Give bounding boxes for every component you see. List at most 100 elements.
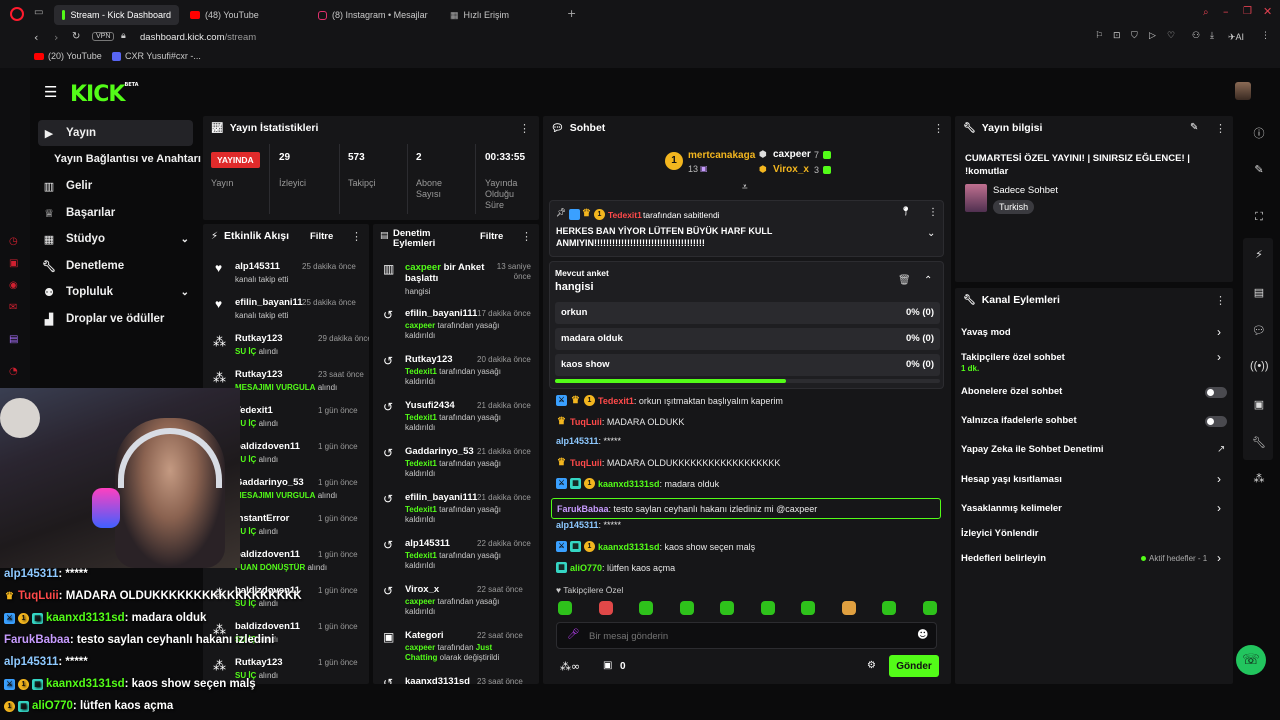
- top-gifter-name[interactable]: mertcanakaga: [688, 150, 756, 161]
- pencil-icon[interactable]: ✎: [1254, 164, 1264, 176]
- category-thumbnail[interactable]: [965, 184, 987, 212]
- chevron-right-icon[interactable]: ›: [1217, 472, 1221, 486]
- channel-action-label[interactable]: Yapay Zeka ile Sohbet Denetimi: [961, 444, 1104, 455]
- tab-speed-dial[interactable]: ▦ Hızlı Erişim: [442, 5, 562, 25]
- chat-message[interactable]: ⚔ ▦ 1 kaanxd3131sd: madara olduk: [556, 478, 719, 489]
- bookmark-youtube[interactable]: (20) YouTube: [34, 51, 102, 61]
- emote-icon[interactable]: [679, 601, 694, 615]
- list-item[interactable]: ↺ Yusufi2434 21 dakika önce Tedexit1 tarafı…: [373, 396, 539, 442]
- nav-denetleme[interactable]: 🔧︎ Denetleme: [38, 253, 193, 279]
- new-tab-icon[interactable]: +: [567, 7, 577, 20]
- chat-username[interactable]: TuqLuii: [570, 457, 602, 468]
- nav-topluluk[interactable]: ⚉ Topluluk ⌄: [38, 279, 193, 305]
- chat-settings-icon[interactable]: ⚙: [867, 660, 876, 671]
- chat-input[interactable]: [589, 628, 889, 644]
- bolt-icon[interactable]: ⚡︎: [1255, 249, 1263, 261]
- chevron-up-icon[interactable]: ⌃: [924, 275, 933, 286]
- forward-icon[interactable]: ›: [54, 31, 59, 44]
- panel-menu-icon[interactable]: ⋮: [1215, 295, 1226, 307]
- top-gifter-name[interactable]: Virox_x: [773, 164, 809, 175]
- emote-icon[interactable]: [922, 601, 937, 615]
- tab-instagram[interactable]: (8) Instagram • Mesajlar: [310, 5, 440, 25]
- minimize-icon[interactable]: –: [1223, 5, 1229, 18]
- language-tag[interactable]: Turkish: [993, 200, 1035, 214]
- edit-icon[interactable]: ✎: [1190, 122, 1199, 133]
- reload-icon[interactable]: ↻: [72, 31, 81, 42]
- chevron-right-icon[interactable]: ›: [1217, 551, 1221, 565]
- chat-username[interactable]: alp145311: [556, 436, 599, 446]
- panel-menu-icon[interactable]: ⋮: [351, 231, 362, 243]
- emote-icon[interactable]: [841, 601, 856, 615]
- nav-studyo[interactable]: ▦ Stüdyo ⌄: [38, 226, 193, 252]
- filter-button[interactable]: Filtre: [310, 231, 334, 242]
- broadcast-icon[interactable]: ((•)): [1250, 360, 1269, 372]
- list-item[interactable]: ↺ Rutkay123 20 dakika önce Tedexit1 tarafın…: [373, 350, 539, 396]
- chat-message[interactable]: ▦ aliO770: lütfen kaos açma: [556, 562, 675, 573]
- pinned-menu-icon[interactable]: ⋮: [928, 207, 938, 218]
- search-tabs-icon[interactable]: ⌕: [1203, 7, 1209, 18]
- tab-kick-dashboard[interactable]: Stream - Kick Dashboard: [54, 5, 179, 25]
- ai-button[interactable]: ✈︎AI: [1228, 32, 1244, 43]
- toggle-switch[interactable]: [1205, 416, 1227, 427]
- heart-icon[interactable]: ♡: [1167, 31, 1176, 41]
- clock-icon[interactable]: ◔: [9, 366, 18, 377]
- messenger-icon[interactable]: ◉: [9, 280, 18, 291]
- nav-basarilar[interactable]: ♕ Başarılar: [38, 200, 193, 226]
- chat-username[interactable]: kaanxd3131sd: [598, 541, 660, 552]
- send-button[interactable]: Gönder: [889, 655, 939, 677]
- download-icon[interactable]: ⤓: [1210, 31, 1214, 41]
- channel-action-label[interactable]: Yasaklanmış kelimeler: [961, 503, 1062, 514]
- list-item[interactable]: ↺ efilin_bayani111 21 dakika önce Tedexit1 …: [373, 488, 539, 534]
- chat-message[interactable]: ⚔ ▦ 1 kaanxd3131sd: kaos show seçen malş: [556, 541, 755, 552]
- filter-button[interactable]: Filtre: [480, 231, 504, 242]
- list-item[interactable]: ↺ kaanxd3131sd 23 saat önce: [373, 672, 539, 684]
- panel-menu-icon[interactable]: ⋮: [519, 123, 530, 135]
- emoji-icon[interactable]: ☻: [917, 628, 929, 641]
- store-icon[interactable]: ▣: [603, 660, 613, 671]
- list-item[interactable]: ▥ caxpeer bir Anket başlattı 13 saniye önc…: [373, 258, 539, 304]
- chat-message[interactable]: FarukBabaa: testo saylan ceyhanlı hakanı…: [551, 498, 941, 519]
- chat-input-box[interactable]: 🎤︎ ☻: [556, 622, 937, 649]
- chevron-down-icon[interactable]: ⌄: [927, 228, 936, 239]
- kick-logo[interactable]: KICKBETA: [70, 82, 139, 107]
- community-icon[interactable]: ⁂: [1253, 473, 1265, 485]
- emote-icon[interactable]: [882, 601, 896, 615]
- clipboard-icon[interactable]: ▤: [1253, 287, 1265, 299]
- list-item[interactable]: ↺ Gaddarinyo_53 21 dakika önce Tedexit1 tar…: [373, 442, 539, 488]
- shield-icon[interactable]: ⛉: [1131, 31, 1138, 41]
- camera-snap-icon[interactable]: ⊡: [1113, 31, 1121, 41]
- list-item[interactable]: ↺ efilin_bayani111 17 dakika önce caxpeer t…: [373, 304, 539, 350]
- unpin-icon[interactable]: 📍︎: [900, 207, 912, 217]
- channel-action-label[interactable]: Yalnızca ifadelerle sohbet: [961, 415, 1077, 426]
- list-item[interactable]: ⁂ baldizdoven11 1 gün önce SU İÇ alındı: [203, 616, 369, 652]
- nav-gelir[interactable]: ▥ Gelir: [38, 173, 193, 199]
- microphone-icon[interactable]: 🎤︎: [567, 629, 580, 640]
- chevron-right-icon[interactable]: ›: [1217, 325, 1221, 339]
- chat-username[interactable]: alp145311: [556, 520, 599, 530]
- poll-option[interactable]: kaos show 0% (0): [555, 354, 940, 376]
- chat-username[interactable]: TuqLuii: [570, 416, 602, 427]
- toggle-switch[interactable]: [1205, 387, 1227, 398]
- nav-stream-key[interactable]: Yayın Bağlantısı ve Anahtarı: [44, 146, 204, 172]
- scroll-down-icon[interactable]: ⩡: [742, 182, 748, 193]
- list-item[interactable]: ⁂ Rutkay123 1 gün önce SU İÇ alındı: [203, 652, 369, 684]
- channel-action-label[interactable]: Takipçilere özel sohbet: [961, 352, 1065, 363]
- layout-icon[interactable]: ▣: [1253, 399, 1265, 411]
- chevron-down-icon[interactable]: ⌄: [180, 286, 189, 298]
- external-link-icon[interactable]: ↗: [1217, 444, 1226, 455]
- poll-option[interactable]: madara olduk 0% (0): [555, 328, 940, 350]
- chat-message[interactable]: ♛ TuqLuii: MADARA OLDUKKKKKKKKKKKKKKKKKK: [556, 457, 780, 468]
- chat-message[interactable]: ♛ TuqLuii: MADARA OLDUKK: [556, 416, 684, 427]
- url-text[interactable]: dashboard.kick.com/stream: [140, 32, 256, 43]
- chat-username[interactable]: aliO770: [570, 562, 603, 573]
- play-icon[interactable]: ▷: [1149, 31, 1156, 41]
- chat-bubble-icon[interactable]: 💬︎: [1252, 325, 1266, 337]
- fullscreen-icon[interactable]: ⛶: [1255, 211, 1263, 223]
- info-icon[interactable]: ⓘ: [1253, 128, 1265, 140]
- chat-username[interactable]: FarukBabaa: [557, 503, 609, 514]
- panel-menu-icon[interactable]: ⋮: [1215, 123, 1226, 135]
- help-chat-icon[interactable]: ☏: [1236, 645, 1266, 675]
- top-gifter-name[interactable]: caxpeer: [773, 149, 811, 160]
- category-name[interactable]: Sadece Sohbet: [993, 185, 1058, 196]
- chat-message[interactable]: alp145311: *****: [556, 436, 621, 446]
